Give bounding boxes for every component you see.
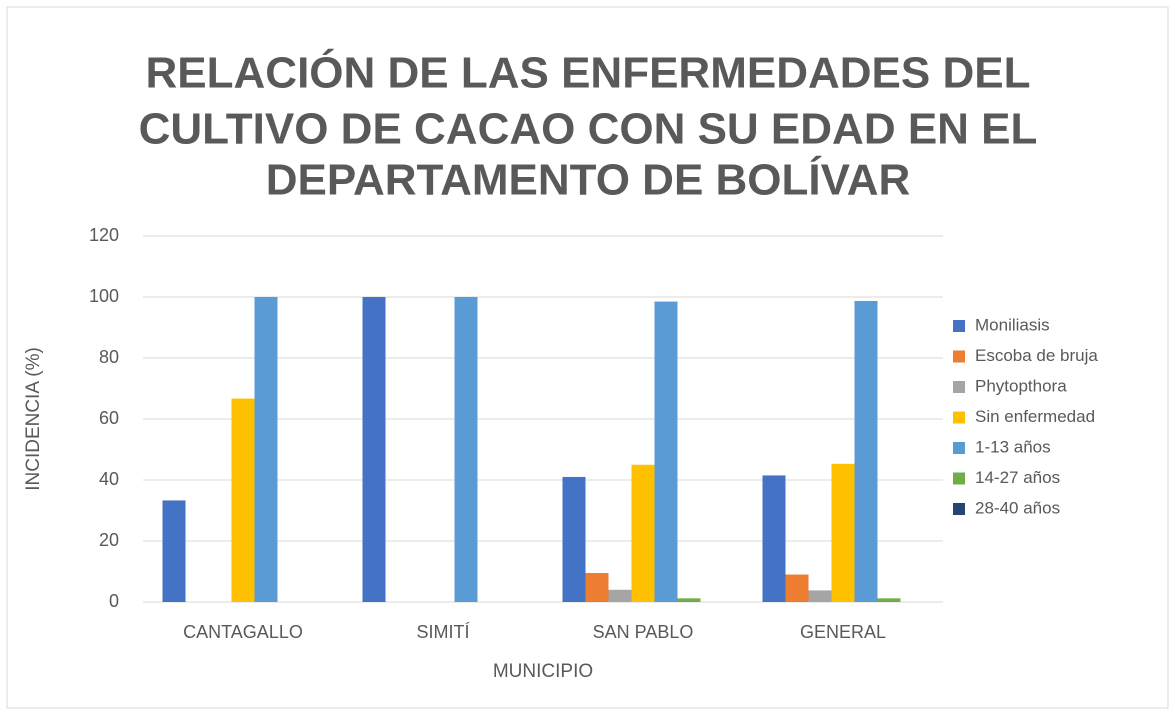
bar — [454, 297, 478, 602]
bar — [231, 398, 255, 602]
x-tick-label: GENERAL — [800, 622, 886, 642]
y-tick-label: 0 — [109, 591, 119, 611]
legend-label: 14-27 años — [975, 468, 1060, 487]
chart-title: CULTIVO DE CACAO CON SU EDAD EN EL — [139, 105, 1038, 154]
y-tick-label: 80 — [99, 347, 119, 367]
bar — [562, 476, 586, 602]
y-tick-label: 100 — [89, 286, 119, 306]
legend-label: Phytopthora — [975, 376, 1067, 395]
bar — [785, 574, 809, 602]
x-tick-label: SIMITÍ — [417, 622, 470, 642]
y-axis-label: INCIDENCIA (%) — [23, 347, 44, 491]
bar — [608, 589, 632, 602]
bar — [654, 301, 678, 602]
legend-label: Sin enfermedad — [975, 407, 1095, 426]
bar — [585, 573, 609, 602]
legend-label: Escoba de bruja — [975, 346, 1098, 365]
legend-swatch — [953, 472, 965, 485]
x-tick-label: CANTAGALLO — [183, 622, 303, 642]
legend-swatch — [953, 320, 965, 332]
chart-title: RELACIÓN DE LAS ENFERMEDADES DEL — [146, 48, 1031, 98]
bar — [362, 297, 386, 602]
legend-label: Moniliasis — [975, 315, 1050, 334]
y-tick-label: 20 — [99, 530, 119, 550]
bar — [677, 598, 701, 602]
legend-swatch — [953, 503, 965, 515]
bar — [877, 598, 901, 602]
legend-label: 28-40 años — [975, 498, 1060, 517]
y-tick-label: 120 — [89, 225, 119, 245]
bar — [631, 464, 655, 602]
bar — [808, 590, 832, 602]
legend-label: 1-13 años — [975, 437, 1051, 456]
bar — [854, 300, 878, 602]
legend-swatch — [953, 411, 965, 424]
y-tick-label: 40 — [99, 469, 119, 489]
x-axis-label: MUNICIPIO — [493, 661, 593, 682]
legend-swatch — [953, 442, 965, 454]
bar — [162, 500, 186, 602]
bar — [831, 463, 855, 602]
legend-swatch — [953, 381, 965, 393]
y-tick-label: 60 — [99, 408, 119, 428]
legend-swatch — [953, 350, 965, 363]
bar — [762, 475, 786, 602]
x-tick-label: SAN PABLO — [593, 622, 694, 642]
chart-title: DEPARTAMENTO DE BOLÍVAR — [266, 155, 911, 205]
bar — [254, 297, 278, 602]
